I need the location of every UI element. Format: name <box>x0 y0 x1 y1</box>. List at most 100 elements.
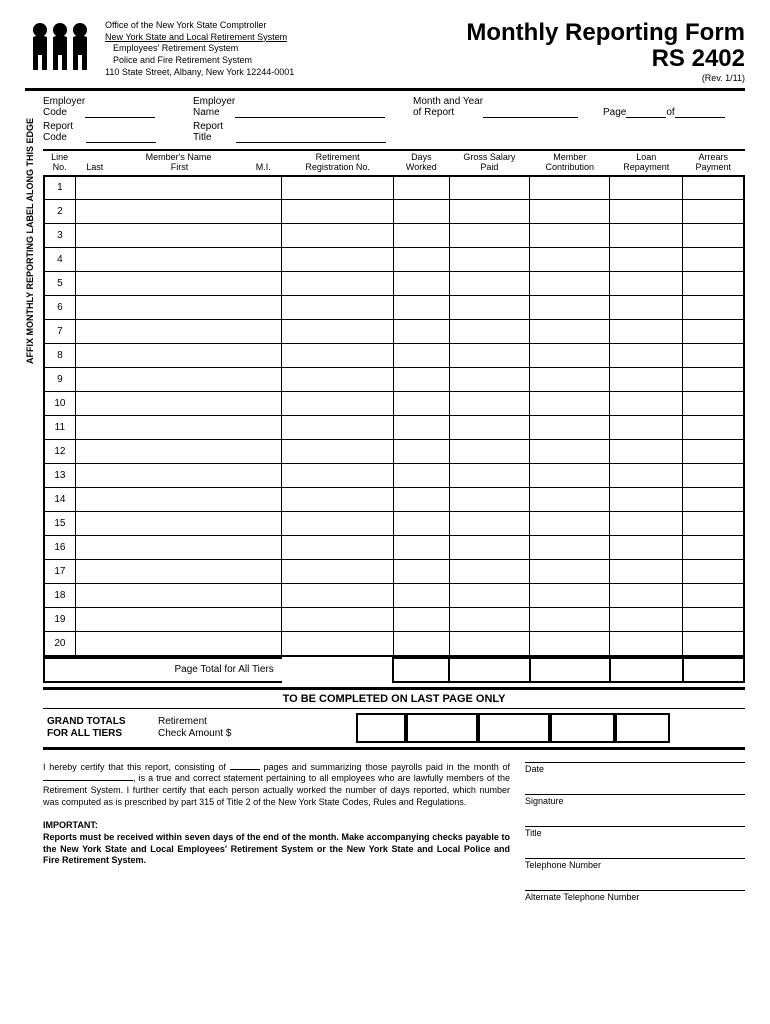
telephone-line[interactable]: Telephone Number <box>525 858 745 870</box>
cell-loan[interactable] <box>610 296 683 320</box>
cell-loan[interactable] <box>610 632 683 656</box>
cell-arrears[interactable] <box>683 176 744 200</box>
cell-gross[interactable] <box>449 512 529 536</box>
cell-loan[interactable] <box>610 416 683 440</box>
cell-name[interactable] <box>75 248 282 272</box>
cell-member[interactable] <box>530 536 610 560</box>
cell-member[interactable] <box>530 272 610 296</box>
cell-member[interactable] <box>530 560 610 584</box>
cell-days[interactable] <box>393 272 449 296</box>
cell-arrears[interactable] <box>683 344 744 368</box>
cell-arrears[interactable] <box>683 512 744 536</box>
cell-reg[interactable] <box>282 296 394 320</box>
cell-name[interactable] <box>75 200 282 224</box>
cell-loan[interactable] <box>610 200 683 224</box>
cell-reg[interactable] <box>282 200 394 224</box>
cell-gross[interactable] <box>449 608 529 632</box>
grand-total-days[interactable] <box>356 713 406 743</box>
cell-days[interactable] <box>393 488 449 512</box>
grand-total-gross[interactable] <box>406 713 478 743</box>
cell-gross[interactable] <box>449 536 529 560</box>
cell-days[interactable] <box>393 632 449 656</box>
alt-telephone-line[interactable]: Alternate Telephone Number <box>525 890 745 902</box>
cell-arrears[interactable] <box>683 200 744 224</box>
cell-name[interactable] <box>75 512 282 536</box>
cell-member[interactable] <box>530 608 610 632</box>
cell-loan[interactable] <box>610 512 683 536</box>
cell-loan[interactable] <box>610 320 683 344</box>
page-total-days[interactable] <box>393 658 449 682</box>
cell-days[interactable] <box>393 224 449 248</box>
cell-loan[interactable] <box>610 440 683 464</box>
cell-days[interactable] <box>393 440 449 464</box>
month-year-input[interactable] <box>483 106 578 118</box>
cell-gross[interactable] <box>449 416 529 440</box>
cell-days[interactable] <box>393 512 449 536</box>
cell-member[interactable] <box>530 512 610 536</box>
cell-days[interactable] <box>393 464 449 488</box>
cell-name[interactable] <box>75 416 282 440</box>
cell-name[interactable] <box>75 296 282 320</box>
report-code-input[interactable] <box>86 131 156 143</box>
cell-gross[interactable] <box>449 272 529 296</box>
cell-reg[interactable] <box>282 176 394 200</box>
cell-name[interactable] <box>75 440 282 464</box>
cell-arrears[interactable] <box>683 440 744 464</box>
cell-loan[interactable] <box>610 584 683 608</box>
cell-loan[interactable] <box>610 272 683 296</box>
cert-month-blank[interactable] <box>43 780 133 781</box>
cell-gross[interactable] <box>449 320 529 344</box>
cell-days[interactable] <box>393 608 449 632</box>
cell-member[interactable] <box>530 632 610 656</box>
cell-gross[interactable] <box>449 344 529 368</box>
cell-days[interactable] <box>393 560 449 584</box>
cell-gross[interactable] <box>449 176 529 200</box>
cell-days[interactable] <box>393 200 449 224</box>
cell-reg[interactable] <box>282 368 394 392</box>
cell-gross[interactable] <box>449 392 529 416</box>
cell-arrears[interactable] <box>683 320 744 344</box>
cell-arrears[interactable] <box>683 536 744 560</box>
cell-gross[interactable] <box>449 464 529 488</box>
cell-gross[interactable] <box>449 200 529 224</box>
cell-days[interactable] <box>393 344 449 368</box>
cell-arrears[interactable] <box>683 608 744 632</box>
cell-arrears[interactable] <box>683 416 744 440</box>
title-line[interactable]: Title <box>525 826 745 838</box>
cell-loan[interactable] <box>610 248 683 272</box>
cell-name[interactable] <box>75 608 282 632</box>
cell-loan[interactable] <box>610 368 683 392</box>
cell-name[interactable] <box>75 224 282 248</box>
cell-name[interactable] <box>75 392 282 416</box>
cell-reg[interactable] <box>282 536 394 560</box>
cell-arrears[interactable] <box>683 272 744 296</box>
cell-arrears[interactable] <box>683 560 744 584</box>
cell-gross[interactable] <box>449 296 529 320</box>
cell-name[interactable] <box>75 464 282 488</box>
cell-name[interactable] <box>75 368 282 392</box>
cell-days[interactable] <box>393 176 449 200</box>
signature-line[interactable]: Signature <box>525 794 745 806</box>
page-input[interactable] <box>626 106 666 118</box>
cell-loan[interactable] <box>610 344 683 368</box>
cell-loan[interactable] <box>610 488 683 512</box>
cell-member[interactable] <box>530 584 610 608</box>
employer-name-input[interactable] <box>235 106 385 118</box>
cell-name[interactable] <box>75 560 282 584</box>
report-title-input[interactable] <box>236 131 386 143</box>
cell-reg[interactable] <box>282 608 394 632</box>
cell-member[interactable] <box>530 440 610 464</box>
cell-arrears[interactable] <box>683 248 744 272</box>
cell-loan[interactable] <box>610 176 683 200</box>
cell-days[interactable] <box>393 320 449 344</box>
cell-days[interactable] <box>393 416 449 440</box>
cell-member[interactable] <box>530 368 610 392</box>
cell-name[interactable] <box>75 584 282 608</box>
of-input[interactable] <box>675 106 725 118</box>
page-total-member[interactable] <box>530 658 610 682</box>
cell-days[interactable] <box>393 392 449 416</box>
cell-days[interactable] <box>393 368 449 392</box>
page-total-gross[interactable] <box>449 658 529 682</box>
cell-name[interactable] <box>75 488 282 512</box>
cell-days[interactable] <box>393 296 449 320</box>
